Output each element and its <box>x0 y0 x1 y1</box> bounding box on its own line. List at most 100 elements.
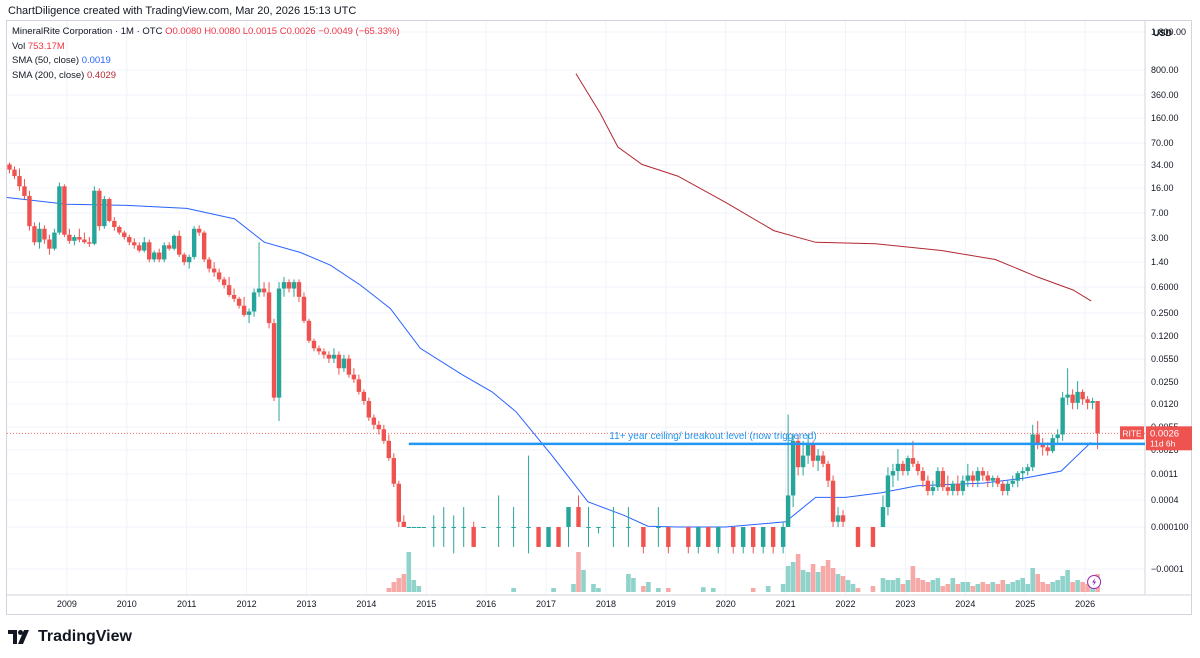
candle-body <box>32 226 37 243</box>
volume-bar <box>710 588 716 592</box>
candle-body <box>107 199 112 221</box>
volume-bar <box>406 552 412 592</box>
legend-sma200-row[interactable]: SMA (200, close) 0.4029 <box>12 69 400 84</box>
candle-body <box>556 527 561 547</box>
volume-bar <box>870 586 876 592</box>
volume-bar <box>1005 584 1011 592</box>
volume-bar <box>551 588 556 592</box>
candle-body <box>311 340 317 349</box>
volume-bar <box>970 586 976 592</box>
y-tick-label: 0.0550 <box>1151 354 1179 364</box>
candle-body <box>117 227 122 233</box>
x-tick-label: 2022 <box>836 599 856 609</box>
candle-body <box>1030 434 1035 468</box>
volume-bar <box>955 584 961 592</box>
x-tick-label: 2020 <box>716 599 736 609</box>
candle-body <box>391 458 397 484</box>
candle-body <box>291 282 297 289</box>
candle-body <box>1040 443 1045 448</box>
x-tick-label: 2015 <box>416 599 436 609</box>
candle-body <box>137 245 142 251</box>
legend-sma50-row[interactable]: SMA (50, close) 0.0019 <box>12 54 400 69</box>
candle-body <box>92 190 97 244</box>
candle-body <box>261 288 267 293</box>
volume-bar <box>920 580 926 592</box>
candle-body <box>890 471 896 476</box>
x-tick-label: 2017 <box>536 599 556 609</box>
volume-bar <box>626 574 631 592</box>
volume-bar <box>815 572 821 592</box>
candle-body <box>67 234 72 241</box>
volume-bar <box>975 584 981 592</box>
candle-body <box>152 252 157 260</box>
volume-bar <box>980 582 986 592</box>
volume-bar <box>940 586 946 592</box>
candle-body <box>870 527 876 547</box>
candle-body <box>326 354 332 359</box>
candle-body <box>965 475 971 481</box>
candle-body <box>132 242 137 246</box>
volume-bar <box>945 584 951 592</box>
candle-body <box>1005 483 1010 491</box>
candle-body <box>351 374 357 380</box>
candle-body <box>176 235 182 255</box>
volume-bar <box>960 582 966 592</box>
candle-body <box>481 527 486 528</box>
candle-body <box>386 440 392 459</box>
volume-bar <box>845 580 851 592</box>
volume-bar <box>885 580 891 592</box>
candle-body <box>1045 447 1050 452</box>
candle-body <box>72 237 77 241</box>
candle-body <box>57 186 62 233</box>
candle-body <box>910 458 916 464</box>
y-tick-label: 1,800.00 <box>1151 27 1186 37</box>
y-tick-label: 7.00 <box>1151 208 1169 218</box>
candle-body <box>935 471 941 488</box>
tradingview-logo[interactable]: TradingView <box>8 628 132 646</box>
legend-volume-row[interactable]: Vol 753.17M <box>12 40 400 55</box>
volume-bar <box>830 568 836 592</box>
candle-body <box>925 480 931 491</box>
x-tick-label: 2010 <box>117 599 137 609</box>
candle-body <box>167 245 172 249</box>
candle-body <box>955 483 961 491</box>
legend-sma200-value: 0.4029 <box>86 69 117 81</box>
candle-body <box>1055 434 1060 439</box>
price-tag-symbol-box <box>1120 426 1144 440</box>
sma50-line <box>6 197 1092 528</box>
candle-body <box>306 320 312 341</box>
candle-body <box>1060 397 1065 435</box>
candle-body <box>915 463 921 472</box>
candle-body <box>790 440 796 496</box>
volume-bar <box>925 582 931 592</box>
volume-bar <box>401 574 407 592</box>
candle-body <box>17 176 22 187</box>
price-tag-box <box>1146 426 1192 451</box>
candle-body <box>366 401 372 418</box>
volume-bar <box>1045 584 1050 592</box>
candle-body <box>451 527 456 528</box>
candle-body <box>900 463 906 472</box>
volume-bar <box>850 584 856 592</box>
volume-bar <box>1030 568 1035 592</box>
y-tick-label: 0.0011 <box>1151 469 1178 479</box>
candle-body <box>361 391 367 402</box>
x-tick-label: 2021 <box>776 599 796 609</box>
candle-body <box>1010 480 1015 484</box>
candle-body <box>995 477 1000 484</box>
volume-bar <box>855 588 861 592</box>
legend-symbol[interactable]: MineralRite Corporation · 1M · OTC <box>12 26 163 37</box>
y-tick-label: 0.0120 <box>1151 399 1179 409</box>
candle-body <box>441 527 446 528</box>
candle-body <box>750 527 756 547</box>
candle-body <box>1035 434 1040 444</box>
y-tick-label: −0.0001 <box>1151 564 1184 574</box>
candle-body <box>231 294 237 299</box>
candle-body <box>416 527 421 528</box>
candle-body <box>895 463 901 472</box>
volume-bar <box>1040 582 1045 592</box>
candle-body <box>716 527 721 547</box>
candle-body <box>940 471 946 488</box>
candle-body <box>181 254 187 263</box>
